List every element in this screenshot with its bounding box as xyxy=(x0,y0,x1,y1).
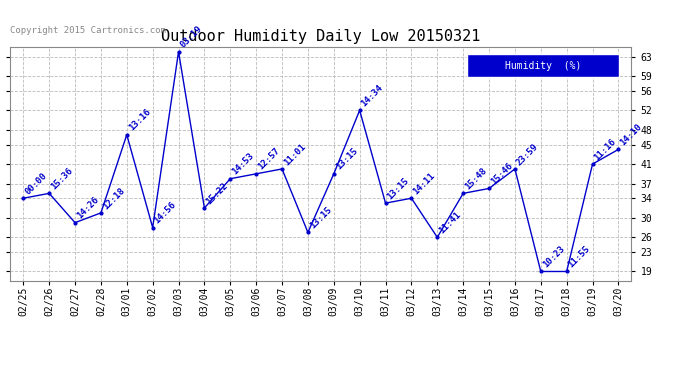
Text: 03:19: 03:19 xyxy=(179,24,204,50)
Title: Outdoor Humidity Daily Low 20150321: Outdoor Humidity Daily Low 20150321 xyxy=(161,29,480,44)
Text: 15:22: 15:22 xyxy=(204,181,230,206)
FancyBboxPatch shape xyxy=(466,54,619,77)
Text: 13:15: 13:15 xyxy=(308,205,333,231)
Text: 14:53: 14:53 xyxy=(230,152,256,177)
Text: 23:59: 23:59 xyxy=(515,142,540,167)
Text: 15:48: 15:48 xyxy=(463,166,489,191)
Text: 14:10: 14:10 xyxy=(618,122,644,147)
Text: 13:15: 13:15 xyxy=(386,176,411,201)
Text: 11:55: 11:55 xyxy=(566,244,592,270)
Text: Copyright 2015 Cartronics.com: Copyright 2015 Cartronics.com xyxy=(10,26,166,35)
Text: 12:57: 12:57 xyxy=(256,147,282,172)
Text: 15:36: 15:36 xyxy=(49,166,75,191)
Text: 11:16: 11:16 xyxy=(593,137,618,162)
Text: 10:23: 10:23 xyxy=(541,244,566,270)
Text: 11:01: 11:01 xyxy=(282,142,308,167)
Text: 11:41: 11:41 xyxy=(437,210,463,236)
Text: 13:15: 13:15 xyxy=(334,147,359,172)
Text: 13:16: 13:16 xyxy=(127,108,152,133)
Text: 00:00: 00:00 xyxy=(23,171,49,196)
Text: 14:34: 14:34 xyxy=(359,83,385,108)
Text: 14:56: 14:56 xyxy=(152,200,178,226)
Text: Humidity  (%): Humidity (%) xyxy=(504,61,581,70)
Text: 12:18: 12:18 xyxy=(101,186,126,211)
Text: 15:46: 15:46 xyxy=(489,161,515,186)
Text: 14:11: 14:11 xyxy=(411,171,437,196)
Text: 14:26: 14:26 xyxy=(75,195,101,221)
